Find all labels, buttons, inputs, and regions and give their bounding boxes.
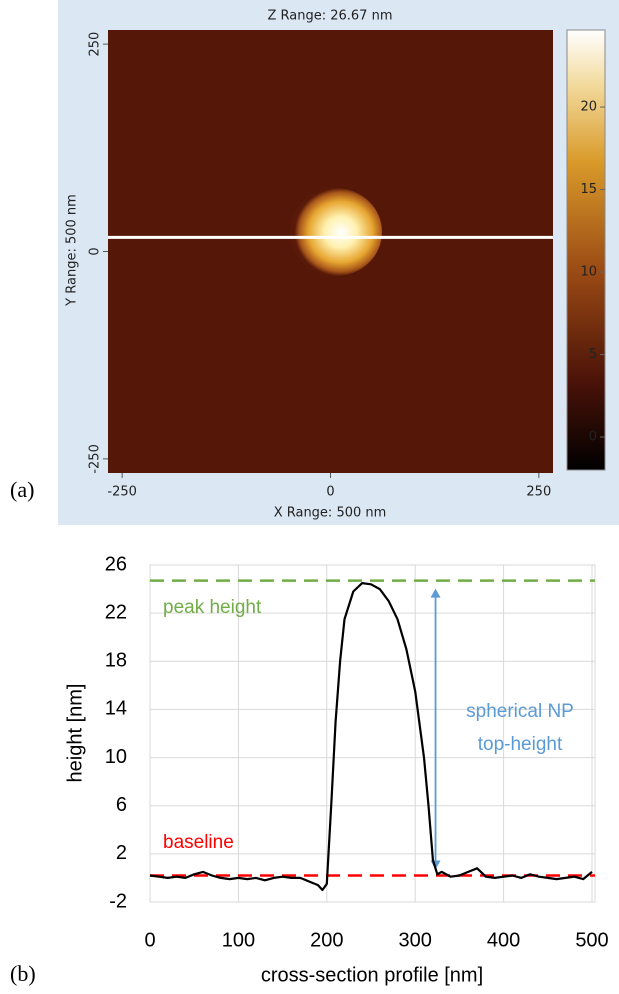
reference-label: peak height <box>163 597 262 618</box>
colorbar-tick-label: 15 <box>580 182 597 197</box>
y-tick-label: 22 <box>105 601 127 623</box>
y-tick-label: 0 <box>88 247 103 255</box>
y-tick-label: 26 <box>105 553 127 575</box>
y-axis-label: height [nm] <box>64 684 86 783</box>
nanoparticle <box>290 188 382 276</box>
x-tick-label: 0 <box>326 485 334 500</box>
x-tick-label: 100 <box>222 929 255 951</box>
x-axis-label: cross-section profile [nm] <box>261 964 483 986</box>
colorbar-tick-label: 20 <box>580 100 597 115</box>
x-tick-label: 400 <box>487 929 520 951</box>
y-tick-label: 18 <box>105 650 127 672</box>
arrow-head <box>430 588 441 598</box>
title: Z Range: 26.67 nm <box>267 9 392 24</box>
profile-line <box>149 582 593 892</box>
arrow-label: top-height <box>478 734 563 755</box>
y-axis-label: Y Range: 500 nm <box>65 194 80 307</box>
colorbar-tick-label: 10 <box>580 265 597 280</box>
panel-label: (a) <box>10 477 34 502</box>
y-tick-label: -2 <box>109 890 127 912</box>
y-tick-label: -250 <box>88 444 103 474</box>
colorbar-tick-label: 0 <box>589 430 597 445</box>
x-tick-label: -250 <box>107 485 137 500</box>
reference-label: baseline <box>163 832 234 853</box>
colorbar <box>566 29 606 471</box>
x-axis-label: X Range: 500 nm <box>274 506 387 521</box>
y-tick-label: 10 <box>105 746 127 768</box>
x-tick-label: 200 <box>310 929 343 951</box>
y-tick-label: 2 <box>116 842 127 864</box>
x-tick-label: 0 <box>144 929 155 951</box>
panel-label: (b) <box>10 961 36 986</box>
y-tick-label: 250 <box>88 32 103 57</box>
arrow-label: spherical NP <box>466 701 574 722</box>
x-tick-label: 250 <box>526 485 551 500</box>
x-tick-label: 300 <box>399 929 432 951</box>
y-tick-label: 14 <box>105 698 127 720</box>
y-tick-label: 6 <box>116 794 127 816</box>
x-tick-label: 500 <box>575 929 608 951</box>
colorbar-tick-label: 5 <box>589 347 597 362</box>
